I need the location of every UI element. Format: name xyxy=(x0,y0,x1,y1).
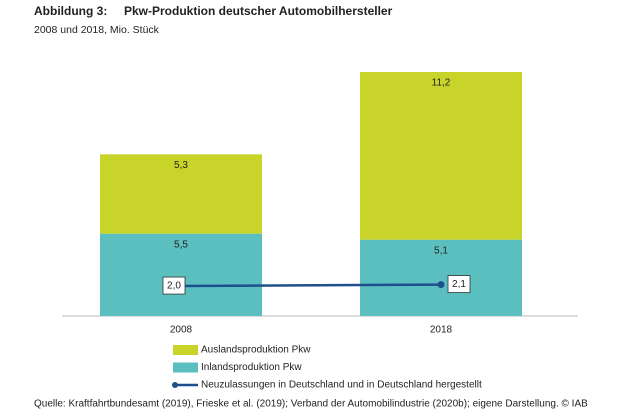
legend-label: Auslandsproduktion Pkw xyxy=(201,345,311,356)
bar-segment xyxy=(360,72,522,240)
value-label: 2,0 xyxy=(167,281,181,292)
bar-segment xyxy=(100,233,262,316)
x-tick-label: 2008 xyxy=(170,325,193,336)
chart-subtitle: 2008 und 2018, Mio. Stück xyxy=(34,24,160,36)
value-label: 5,3 xyxy=(174,160,188,171)
legend-swatch xyxy=(172,382,178,388)
value-label: 2,1 xyxy=(452,279,466,290)
chart-title: Pkw-Produktion deutscher Automobilherste… xyxy=(124,4,393,18)
legend-label: Inlandsproduktion Pkw xyxy=(201,362,302,373)
legend-swatch xyxy=(173,362,198,373)
line-point xyxy=(437,281,445,289)
bar-segment xyxy=(100,154,262,234)
x-tick-label: 2018 xyxy=(430,325,453,336)
source-note: Quelle: Kraftfahrtbundesamt (2019), Frie… xyxy=(34,399,588,410)
legend-swatch xyxy=(173,345,198,355)
value-label: 5,1 xyxy=(434,245,448,256)
legend-label: Neuzulassungen in Deutschland und in Deu… xyxy=(201,380,482,391)
figure-label: Abbildung 3: xyxy=(34,4,107,18)
bar-segment xyxy=(360,239,522,316)
value-label-box xyxy=(447,275,471,293)
value-label: 5,5 xyxy=(174,239,188,250)
value-label-box xyxy=(162,276,186,295)
line xyxy=(180,283,442,288)
value-label: 11,2 xyxy=(432,78,451,89)
